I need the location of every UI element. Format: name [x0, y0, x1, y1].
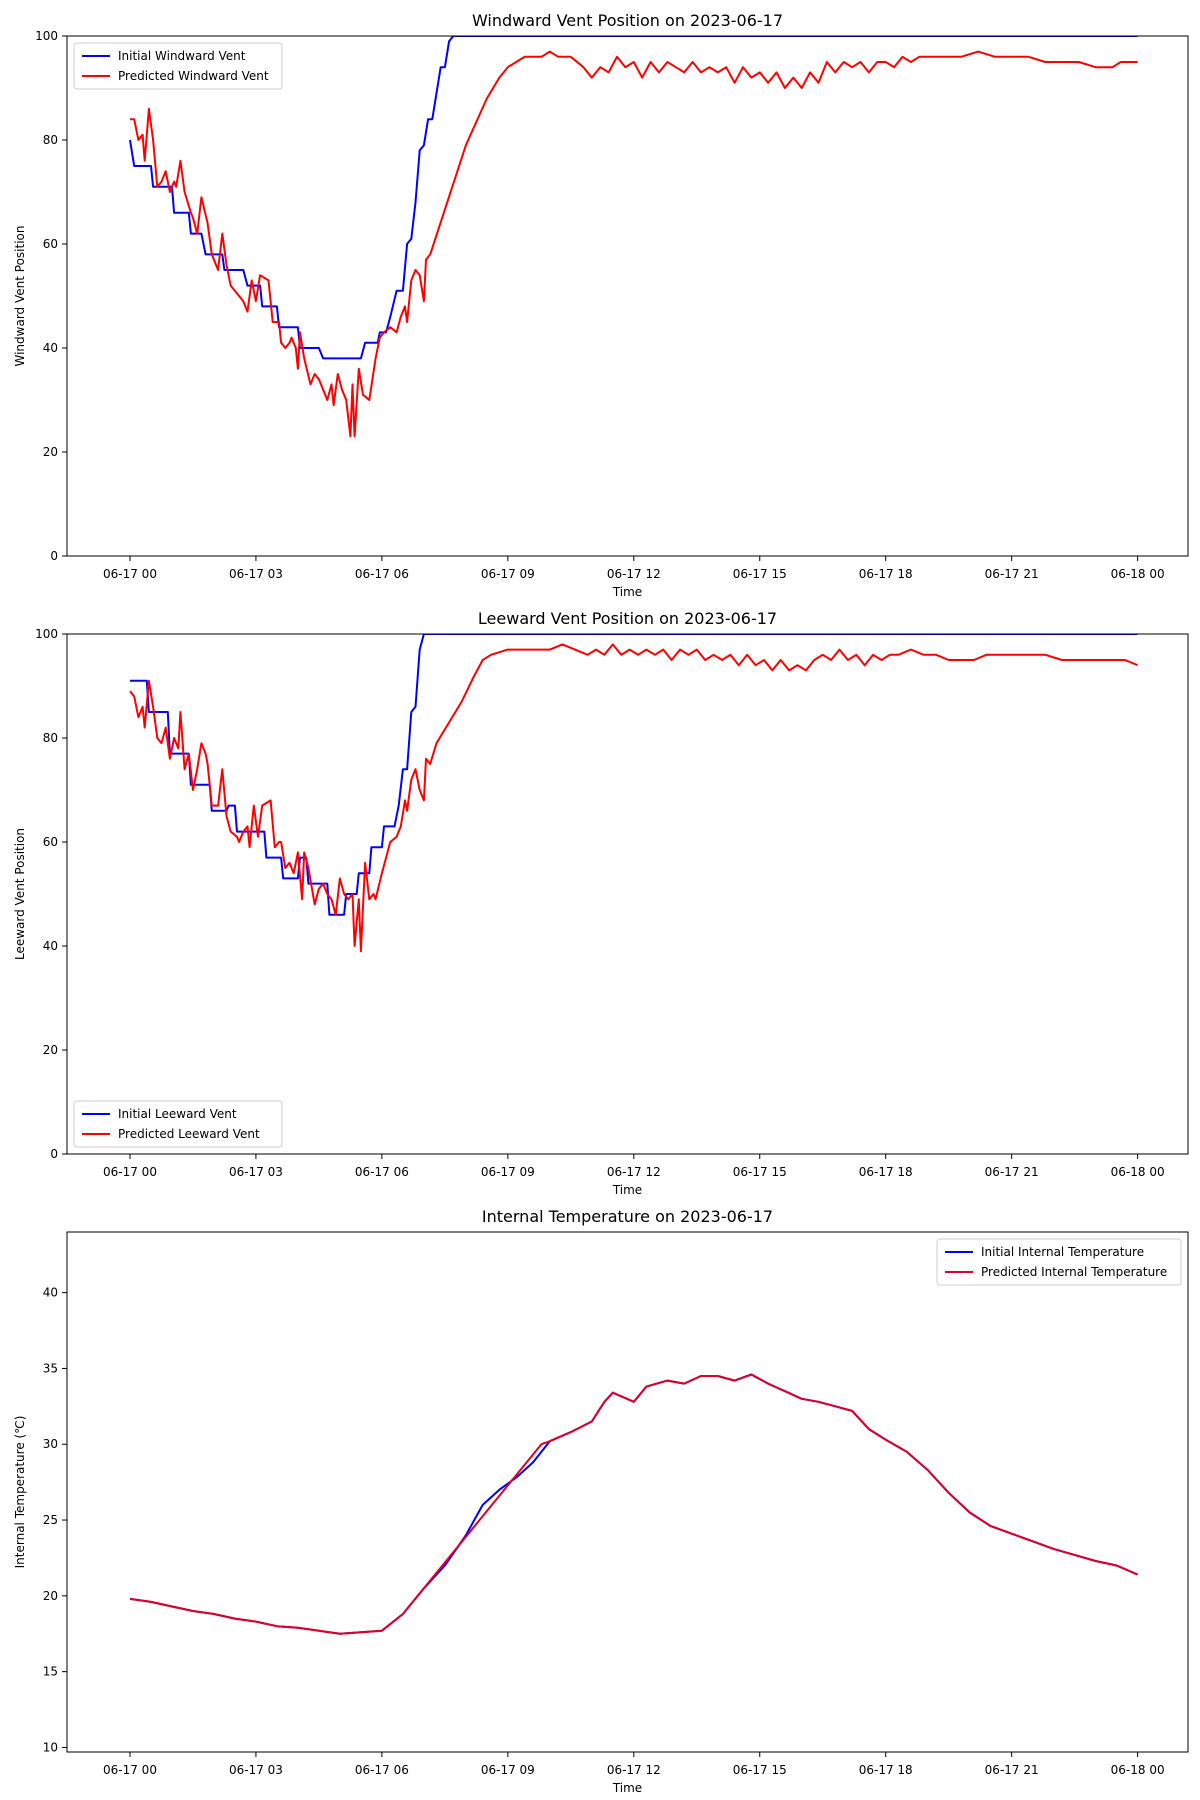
x-axis-label: Time — [612, 1781, 642, 1795]
legend: Initial Windward Vent Predicted Windward … — [73, 42, 283, 90]
y-tick-label: 20 — [43, 1043, 58, 1057]
legend-box — [936, 1238, 1182, 1286]
x-tick-label: 06-17 00 — [103, 1763, 157, 1777]
y-tick-label: 0 — [50, 1147, 58, 1161]
series-line-initial — [130, 634, 1138, 916]
y-tick-label: 40 — [43, 1286, 58, 1300]
y-tick-label: 10 — [43, 1740, 58, 1754]
y-axis-label: Windward Vent Position — [13, 226, 27, 367]
series-line-initial — [129, 36, 1138, 360]
legend-box — [73, 42, 283, 90]
series-line-initial — [129, 1373, 1138, 1635]
legend-entry: Initial Internal Temperature — [981, 1245, 1144, 1259]
x-axis-label: Time — [612, 585, 642, 599]
x-tick-label: 06-17 09 — [481, 1763, 535, 1777]
y-tick-label: 40 — [43, 939, 58, 953]
y-tick-label: 60 — [43, 835, 58, 849]
y-tick-label: 20 — [43, 1589, 58, 1603]
chart-title: Leeward Vent Position on 2023-06-17 — [478, 609, 777, 628]
x-tick-label: 06-17 12 — [607, 1165, 661, 1179]
x-tick-label: 06-17 18 — [859, 1165, 913, 1179]
x-tick-label: 06-17 21 — [985, 1763, 1039, 1777]
legend-entry: Initial Leeward Vent — [118, 1107, 237, 1121]
chart-title: Windward Vent Position on 2023-06-17 — [472, 11, 783, 30]
x-axis-label: Time — [612, 1183, 642, 1197]
chart-panel-1: 06-17 00 06-17 03 06-17 06 06-17 09 06-17 12… — [13, 11, 1189, 599]
series-line-predicted — [130, 50, 1138, 438]
plot-frame — [66, 633, 1189, 1155]
series-line-predicted — [129, 643, 1138, 953]
y-tick-label: 100 — [35, 627, 58, 641]
legend-entry: Predicted Windward Vent — [118, 69, 269, 83]
y-tick-label: 0 — [50, 549, 58, 563]
y-tick-label: 25 — [43, 1513, 58, 1527]
legend-entry: Initial Windward Vent — [118, 49, 246, 63]
series-line-predicted — [129, 1373, 1138, 1635]
x-tick-label: 06-17 18 — [859, 1763, 913, 1777]
x-tick-label: 06-18 00 — [1111, 1763, 1165, 1777]
x-tick-label: 06-17 12 — [607, 567, 661, 581]
legend-box — [73, 1100, 283, 1148]
x-tick-label: 06-17 00 — [103, 567, 157, 581]
y-tick-label: 30 — [43, 1437, 58, 1451]
x-tick-label: 06-18 00 — [1111, 1165, 1165, 1179]
plot-frame — [66, 1231, 1189, 1753]
x-tick-label: 06-17 03 — [229, 567, 283, 581]
chart-panel-3: 06-17 00 06-17 03 06-17 06 06-17 09 06-17 12… — [13, 1207, 1189, 1795]
x-tick-label: 06-17 09 — [481, 567, 535, 581]
x-tick-label: 06-18 00 — [1111, 567, 1165, 581]
chart-title: Internal Temperature on 2023-06-17 — [482, 1207, 773, 1226]
x-tick-label: 06-17 15 — [733, 1763, 787, 1777]
plot-frame — [66, 35, 1189, 557]
y-tick-label: 100 — [35, 29, 58, 43]
x-tick-label: 06-17 03 — [229, 1165, 283, 1179]
x-tick-label: 06-17 06 — [355, 1165, 409, 1179]
legend: Initial Internal Temperature Predicted In… — [936, 1238, 1182, 1286]
y-tick-label: 20 — [43, 445, 58, 459]
chart-panel-2: 06-17 00 06-17 03 06-17 06 06-17 09 06-17 12… — [13, 609, 1189, 1197]
legend: Initial Leeward Vent Predicted Leeward Ve… — [73, 1100, 283, 1148]
y-tick-label: 15 — [43, 1665, 58, 1679]
x-tick-label: 06-17 21 — [985, 567, 1039, 581]
x-tick-label: 06-17 15 — [733, 1165, 787, 1179]
x-tick-label: 06-17 21 — [985, 1165, 1039, 1179]
y-axis-label: Leeward Vent Position — [13, 828, 27, 960]
x-tick-label: 06-17 09 — [481, 1165, 535, 1179]
y-tick-label: 60 — [43, 237, 58, 251]
legend-entry: Predicted Internal Temperature — [981, 1265, 1167, 1279]
y-tick-label: 40 — [43, 341, 58, 355]
x-tick-label: 06-17 06 — [355, 567, 409, 581]
y-tick-label: 80 — [43, 133, 58, 147]
y-axis-label: Internal Temperature (℃) — [13, 1416, 27, 1569]
x-tick-label: 06-17 18 — [859, 567, 913, 581]
x-tick-label: 06-17 06 — [355, 1763, 409, 1777]
x-tick-label: 06-17 15 — [733, 567, 787, 581]
x-tick-label: 06-17 12 — [607, 1763, 661, 1777]
x-tick-label: 06-17 03 — [229, 1763, 283, 1777]
y-tick-label: 80 — [43, 731, 58, 745]
y-tick-label: 35 — [43, 1361, 58, 1375]
x-tick-label: 06-17 00 — [103, 1165, 157, 1179]
legend-entry: Predicted Leeward Vent — [118, 1127, 260, 1141]
